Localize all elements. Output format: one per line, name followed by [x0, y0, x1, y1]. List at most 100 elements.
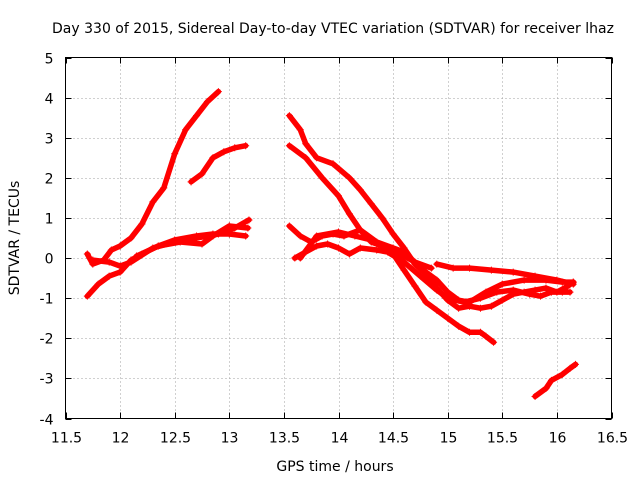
data-point	[411, 258, 419, 266]
y-tick-label: -4	[40, 413, 54, 429]
data-point	[378, 214, 386, 222]
data-point	[231, 144, 239, 152]
data-point	[193, 112, 201, 120]
data-point	[356, 186, 364, 194]
y-tick-label: 3	[45, 132, 54, 148]
data-point	[302, 154, 310, 162]
data-point	[455, 322, 463, 330]
data-point	[245, 216, 253, 224]
data-point	[94, 280, 102, 288]
series-arc-4	[132, 222, 252, 260]
data-point	[460, 298, 468, 306]
data-point	[400, 266, 408, 274]
data-point	[285, 142, 293, 150]
data-point	[182, 126, 190, 134]
data-point	[416, 272, 424, 280]
y-tick-label: 2	[45, 172, 54, 188]
data-point	[83, 250, 91, 258]
y-tick-label: 1	[45, 212, 54, 228]
y-tick-label: -2	[40, 332, 54, 348]
data-point	[558, 288, 566, 296]
data-point	[329, 160, 337, 168]
x-tick-label: 14	[331, 431, 349, 447]
data-point	[313, 232, 321, 240]
data-point	[138, 220, 146, 228]
data-point	[345, 174, 353, 182]
data-point	[537, 292, 545, 300]
data-point	[367, 236, 375, 244]
data-series	[83, 88, 579, 400]
data-point	[176, 238, 184, 246]
data-point	[127, 234, 135, 242]
x-tick-label: 12.5	[160, 431, 191, 447]
chart-title: Day 330 of 2015, Sidereal Day-to-day VTE…	[52, 21, 614, 37]
data-point	[476, 328, 484, 336]
data-point	[531, 272, 539, 280]
data-point	[132, 252, 140, 260]
data-point	[220, 148, 228, 156]
data-point	[127, 258, 135, 266]
data-point	[105, 272, 113, 280]
y-tick-label: 5	[45, 52, 54, 68]
x-tick-label: 14.5	[378, 431, 409, 447]
y-tick-label: 4	[45, 92, 54, 108]
data-point	[444, 314, 452, 322]
data-point	[466, 264, 474, 272]
x-tick-label: 15	[440, 431, 458, 447]
data-point	[509, 286, 517, 294]
data-point	[455, 304, 463, 312]
data-point	[198, 240, 206, 248]
data-point	[302, 140, 310, 148]
x-tick-label: 12	[112, 431, 130, 447]
data-point	[449, 264, 457, 272]
data-point	[296, 126, 304, 134]
data-point	[209, 232, 217, 240]
data-point	[116, 262, 124, 270]
series-line	[532, 361, 579, 400]
data-point	[411, 282, 419, 290]
data-point	[296, 254, 304, 262]
data-point	[433, 276, 441, 284]
axis-ticks: 11.5 12 12.5 13 13.5 14 14.5 15 15.5 16 16.5-4-3-2…	[40, 52, 629, 447]
x-tick-label: 15.5	[487, 431, 518, 447]
y-axis-label: SDTVAR / TECUs	[7, 181, 23, 296]
data-point	[242, 232, 250, 240]
data-point	[373, 246, 381, 254]
data-point	[571, 360, 579, 368]
data-point	[487, 266, 495, 274]
data-point	[444, 294, 452, 302]
data-point	[149, 198, 157, 206]
series-line	[292, 241, 573, 305]
y-tick-label: -3	[40, 372, 54, 388]
data-point	[547, 376, 555, 384]
series-line	[188, 142, 249, 185]
data-point	[324, 240, 332, 248]
x-tick-label: 13	[221, 431, 239, 447]
series-arc-12	[531, 360, 579, 400]
series-line	[297, 229, 435, 271]
series-arc-9	[291, 240, 574, 306]
data-point	[116, 242, 124, 250]
data-point	[498, 296, 506, 304]
data-point	[490, 338, 498, 346]
data-point	[107, 246, 115, 254]
x-tick-label: 11.5	[51, 431, 82, 447]
data-point	[89, 256, 97, 264]
data-point	[389, 246, 397, 254]
data-point	[569, 280, 577, 288]
series-arc-10	[296, 228, 435, 272]
data-point	[318, 174, 326, 182]
series-arc-11	[433, 260, 577, 288]
data-point	[356, 244, 364, 252]
x-tick-label: 16.5	[597, 431, 628, 447]
x-axis-label: GPS time / hours	[276, 459, 393, 475]
x-tick-label: 13.5	[269, 431, 300, 447]
data-point	[566, 364, 574, 372]
series-arc-1	[83, 88, 222, 268]
y-tick-label: 0	[45, 252, 54, 268]
data-point	[427, 264, 435, 272]
series-arc-2	[83, 230, 250, 300]
data-point	[422, 268, 430, 276]
data-point	[285, 112, 293, 120]
